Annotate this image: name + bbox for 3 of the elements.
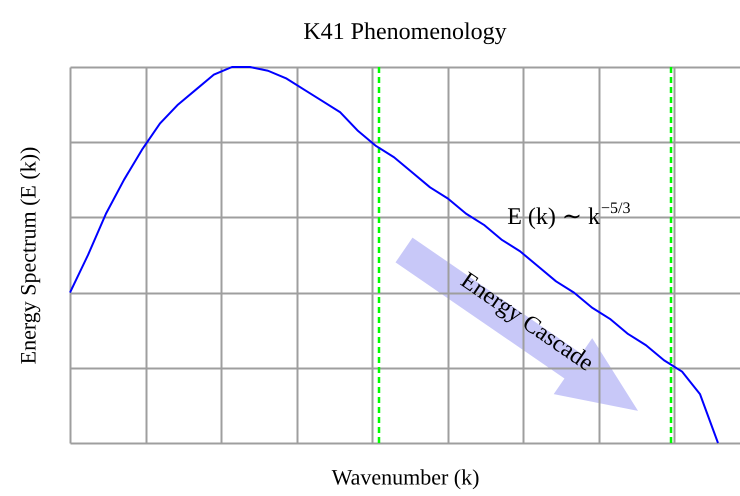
x-axis-title: Wavenumber (k): [332, 464, 480, 490]
chart-title: K41 Phenomenology: [303, 18, 507, 45]
y-axis-title: Energy Spectrum (E (k)): [16, 146, 40, 364]
